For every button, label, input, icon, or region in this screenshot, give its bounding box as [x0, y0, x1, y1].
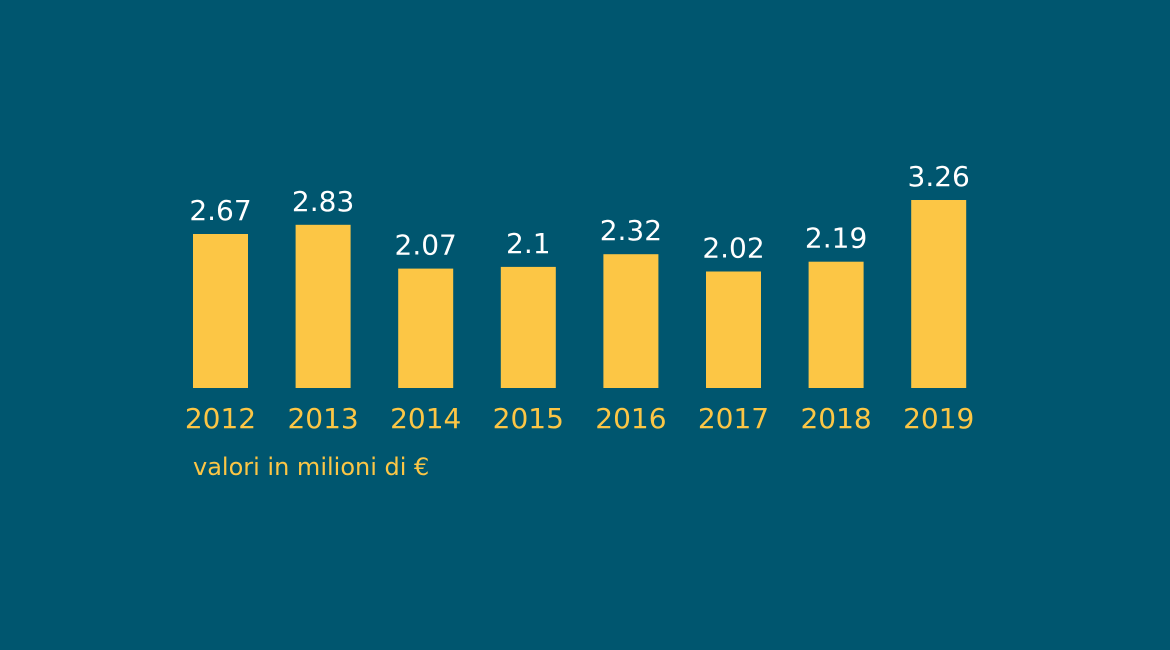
category-label-2015: 2015: [493, 402, 564, 435]
value-label-2019: 3.26: [908, 160, 970, 193]
category-label-2019: 2019: [903, 402, 974, 435]
category-labels-layer: 2012 2013 2014 2015 2016 2017 2018 2019: [185, 402, 974, 435]
value-label-2014: 2.07: [395, 229, 457, 262]
category-label-2018: 2018: [800, 402, 871, 435]
bar-2015: [500, 266, 556, 388]
category-label-2012: 2012: [185, 402, 256, 435]
category-label-2017: 2017: [698, 402, 769, 435]
unit-note: valori in milioni di €: [193, 453, 430, 481]
bar-2019: [911, 200, 967, 388]
bar-2013: [295, 224, 351, 388]
value-label-2016: 2.32: [600, 214, 662, 247]
bars-layer: [193, 200, 967, 388]
bar-2014: [398, 268, 454, 388]
value-label-2015: 2.1: [506, 227, 551, 260]
category-label-2013: 2013: [287, 402, 358, 435]
category-label-2016: 2016: [595, 402, 666, 435]
value-labels-layer: 2.67 2.83 2.07 2.1 2.32 2.02 2.19 3.26: [189, 160, 970, 265]
bar-2012: [193, 234, 248, 388]
value-label-2012: 2.67: [189, 194, 251, 227]
bar-2016: [603, 254, 659, 388]
value-label-2018: 2.19: [805, 222, 867, 255]
value-label-2017: 2.02: [702, 232, 764, 265]
value-label-2013: 2.83: [292, 185, 354, 218]
bar-2018: [808, 261, 864, 388]
category-label-2014: 2014: [390, 402, 461, 435]
bar-2017: [706, 271, 761, 388]
